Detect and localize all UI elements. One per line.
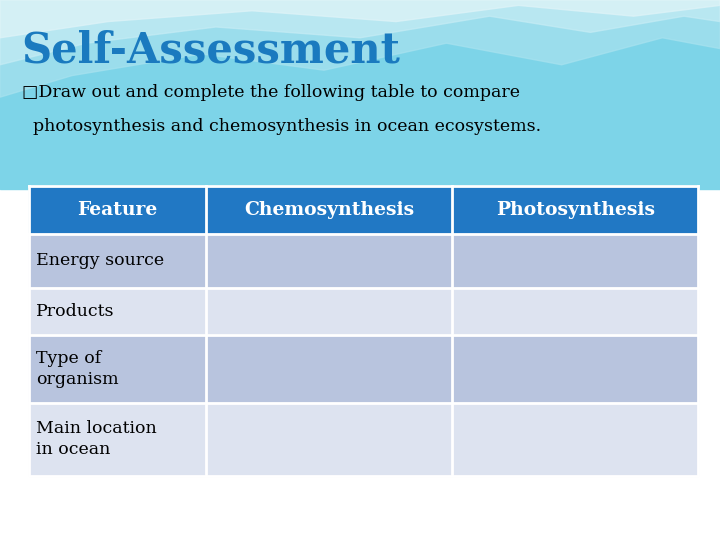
Polygon shape (0, 0, 720, 97)
Bar (206, 288, 452, 335)
Bar (206, 403, 452, 476)
Text: photosynthesis and chemosynthesis in ocean ecosystems.: photosynthesis and chemosynthesis in oce… (22, 118, 541, 134)
Bar (0, 0, 720, 189)
Bar (452, 234, 698, 288)
Text: Energy source: Energy source (36, 252, 164, 269)
Text: Type of
organism: Type of organism (36, 350, 119, 388)
Bar (29, 335, 206, 403)
Bar (206, 234, 452, 288)
Text: Main location
in ocean: Main location in ocean (36, 420, 157, 458)
Text: □Draw out and complete the following table to compare: □Draw out and complete the following tab… (22, 84, 520, 100)
Bar (452, 403, 698, 476)
Text: Chemosynthesis: Chemosynthesis (244, 201, 414, 219)
Text: Products: Products (36, 303, 114, 320)
Bar (29, 288, 206, 335)
Polygon shape (0, 0, 720, 65)
Bar (29, 403, 206, 476)
Text: Photosynthesis: Photosynthesis (496, 201, 654, 219)
Bar (29, 234, 206, 288)
Text: Feature: Feature (77, 201, 158, 219)
Bar (29, 186, 206, 234)
Bar (452, 335, 698, 403)
Polygon shape (0, 0, 720, 38)
Bar (206, 335, 452, 403)
Text: Self-Assessment: Self-Assessment (22, 30, 400, 72)
Bar (206, 186, 452, 234)
Bar (452, 186, 698, 234)
Bar (452, 288, 698, 335)
